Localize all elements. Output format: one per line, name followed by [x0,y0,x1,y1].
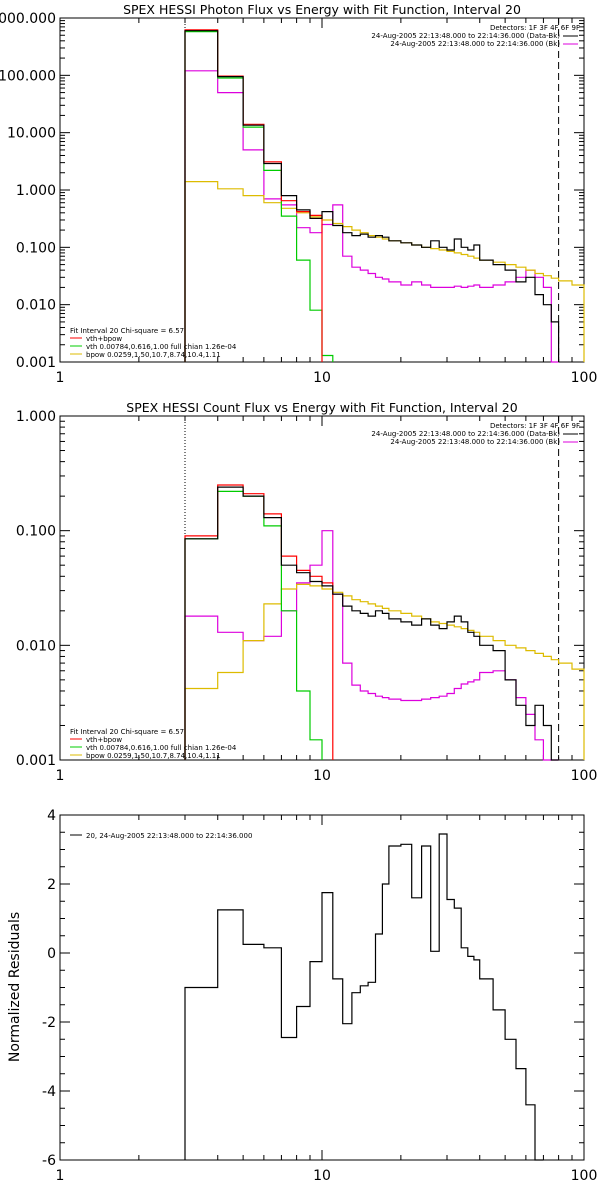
y-tick-label: 0.100 [16,240,56,256]
series-bpow-histogram [184,583,585,760]
count-flux-panel: SPEX HESSI Count Flux vs Energy with Fit… [16,400,597,784]
x-tick-label: 10 [313,1168,331,1184]
y-tick-label: 4 [47,808,56,824]
y-tick-label: 0.001 [16,753,56,769]
x-tick-label: 10 [313,370,331,386]
series-data-histogram [184,833,544,1161]
y-tick-label: 100.000 [0,68,56,84]
photon-flux-ticks: 1 10 100 0.001 0.010 0.100 1.000 10.000 100.000 1… [0,11,597,386]
x-tick-label: 100 [571,768,598,784]
y-tick-label: 0.100 [16,524,56,540]
residuals-legend: 20, 24-Aug-2005 22:13:48.000 to 22:14:36… [70,832,252,840]
y-tick-label: 0.010 [16,298,56,314]
count-flux-ticks: 1 10 100 0.001 0.010 0.100 1.000 [16,409,597,784]
residuals-axes-frame [59,814,585,1161]
count-flux-plot-area [184,416,585,761]
count-flux-legend-total: vth+bpow [86,736,122,744]
series-total-histogram [184,484,334,760]
y-tick-label: 1.000 [16,409,56,425]
residuals-panel: Normalized Residuals 1 10 100 -6 -4 -2 0 2 4 20,… [7,808,597,1184]
count-flux-legend-header: Fit Interval 20 Chi-square = 6.57 [70,728,184,736]
y-tick-label: 0.001 [16,355,56,371]
x-tick-label: 1 [56,1168,65,1184]
x-tick-label: 100 [571,1168,598,1184]
series-bk-histogram [184,70,559,363]
x-tick-label: 1 [56,768,65,784]
y-tick-label: -6 [42,1153,56,1169]
count-flux-title: SPEX HESSI Count Flux vs Energy with Fit… [126,400,517,415]
residuals-ticks: 1 10 100 -6 -4 -2 0 2 4 [42,808,597,1184]
photon-flux-legend-bpow: bpow 0.0259,1.50,10.7,8.74,10.4,1.11 [86,351,221,359]
photon-flux-title: SPEX HESSI Photon Flux vs Energy with Fi… [123,2,521,17]
photon-flux-annotations: Detectors: 1F 3F 4F 6F 9F 24-Aug-2005 22… [371,24,580,48]
photon-flux-data-bk-text: 24-Aug-2005 22:13:48.000 to 22:14:36.000… [371,32,560,40]
x-tick-label: 1 [56,370,65,386]
photon-flux-legend-header: Fit Interval 20 Chi-square = 6.57 [70,327,184,335]
photon-flux-bk-text: 24-Aug-2005 22:13:48.000 to 22:14:36.000… [390,40,560,48]
photon-flux-legend: Fit Interval 20 Chi-square = 6.57 vth+bp… [70,327,237,359]
count-flux-detectors-text: Detectors: 1F 3F 4F 6F 9F [490,422,580,430]
residuals-plot-area [184,833,544,1161]
count-flux-annotations: Detectors: 1F 3F 4F 6F 9F 24-Aug-2005 22… [371,422,580,446]
y-tick-label: 2 [47,877,56,893]
count-flux-bk-text: 24-Aug-2005 22:13:48.000 to 22:14:36.000… [390,438,560,446]
y-tick-label: 1.000 [16,183,56,199]
y-tick-label: 0.010 [16,638,56,654]
series-data-histogram [184,486,559,761]
y-tick-label: 10.000 [7,126,56,142]
photon-flux-legend-total: vth+bpow [86,335,122,343]
residuals-y-label: Normalized Residuals [7,912,23,1062]
photon-flux-plot-area [184,18,585,363]
series-vth-histogram [184,31,334,362]
photon-flux-detectors-text: Detectors: 1F 3F 4F 6F 9F [490,24,580,32]
series-bk-histogram [184,530,559,761]
count-flux-data-bk-text: 24-Aug-2005 22:13:48.000 to 22:14:36.000… [371,430,560,438]
y-tick-label: -2 [42,1015,56,1031]
x-tick-label: 10 [313,768,331,784]
photon-flux-legend-vth: vth 0.00784,0.616,1.00 full chian 1.26e-… [86,343,237,351]
x-tick-label: 100 [571,370,598,386]
count-flux-legend: Fit Interval 20 Chi-square = 6.57 vth+bp… [70,728,237,760]
y-tick-label: -4 [42,1084,56,1100]
count-flux-legend-vth: vth 0.00784,0.616,1.00 full chian 1.26e-… [86,744,237,752]
y-tick-label: 0 [47,946,56,962]
count-flux-legend-bpow: bpow 0.0259,1.50,10.7,8.74,10.4,1.11 [86,752,221,760]
photon-flux-panel: SPEX HESSI Photon Flux vs Energy with Fi… [0,2,597,386]
residuals-legend-text: 20, 24-Aug-2005 22:13:48.000 to 22:14:36… [86,832,252,840]
series-bpow-histogram [184,181,585,362]
series-data-histogram [184,30,560,362]
series-vth-histogram [184,490,323,760]
